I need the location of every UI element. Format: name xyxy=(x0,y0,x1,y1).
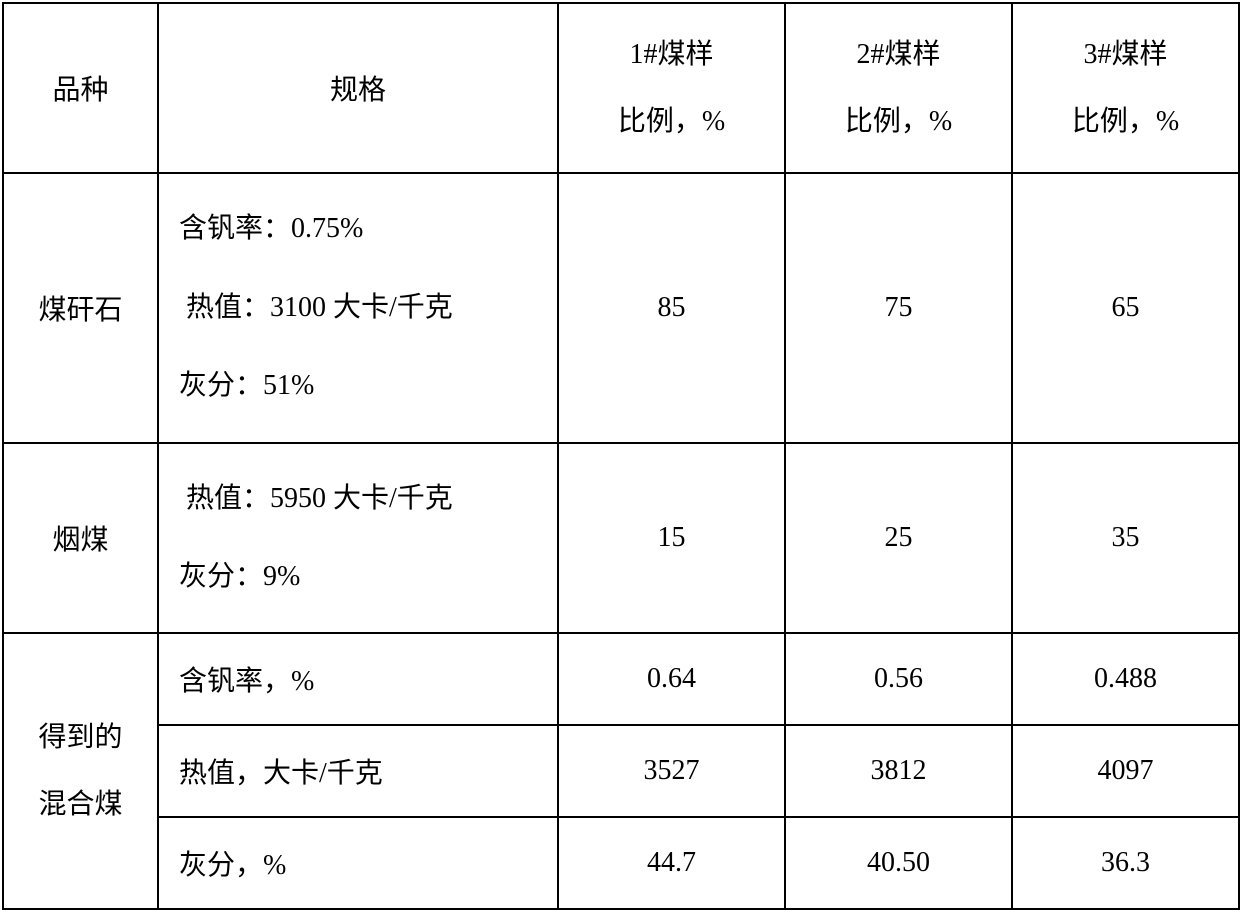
result-vanadium-label: 含钒率，% xyxy=(158,633,558,725)
bituminous-sample1: 15 xyxy=(558,443,785,633)
header-spec: 规格 xyxy=(158,3,558,173)
header-sample1: 1#煤样 比例，% xyxy=(558,3,785,173)
result-calorific-label: 热值，大卡/千克 xyxy=(158,725,558,817)
row-bituminous: 烟煤 热值：5950 大卡/千克 灰分：9% 15 25 35 xyxy=(3,443,1239,633)
bituminous-sample2: 25 xyxy=(785,443,1012,633)
bituminous-variety: 烟煤 xyxy=(3,443,158,633)
table-header-row: 品种 规格 1#煤样 比例，% 2#煤样 比例，% 3#煤样 比例，% xyxy=(3,3,1239,173)
result-vanadium-sample2: 0.56 xyxy=(785,633,1012,725)
bituminous-spec-ash: 灰分：9% xyxy=(179,538,557,616)
row-result-ash: 灰分，% 44.7 40.50 36.3 xyxy=(3,817,1239,909)
result-ash-sample2: 40.50 xyxy=(785,817,1012,909)
gangue-sample1: 85 xyxy=(558,173,785,443)
result-variety-line2: 混合煤 xyxy=(4,771,157,838)
header-variety: 品种 xyxy=(3,3,158,173)
gangue-spec-calorific: 热值：3100 大卡/千克 xyxy=(179,269,557,347)
result-calorific-sample2: 3812 xyxy=(785,725,1012,817)
result-ash-label: 灰分，% xyxy=(158,817,558,909)
header-sample2-line1: 2#煤样 xyxy=(786,21,1011,88)
header-sample3: 3#煤样 比例，% xyxy=(1012,3,1239,173)
header-sample1-line2: 比例，% xyxy=(559,88,784,155)
header-sample2-line2: 比例，% xyxy=(786,88,1011,155)
result-variety-line1: 得到的 xyxy=(4,704,157,771)
gangue-variety: 煤矸石 xyxy=(3,173,158,443)
result-variety: 得到的 混合煤 xyxy=(3,633,158,909)
gangue-sample3: 65 xyxy=(1012,173,1239,443)
header-sample2: 2#煤样 比例，% xyxy=(785,3,1012,173)
bituminous-spec-calorific: 热值：5950 大卡/千克 xyxy=(179,460,557,538)
gangue-sample2: 75 xyxy=(785,173,1012,443)
result-calorific-sample1: 3527 xyxy=(558,725,785,817)
bituminous-sample3: 35 xyxy=(1012,443,1239,633)
row-gangue: 煤矸石 含钒率：0.75% 热值：3100 大卡/千克 灰分：51% 85 75… xyxy=(3,173,1239,443)
gangue-spec: 含钒率：0.75% 热值：3100 大卡/千克 灰分：51% xyxy=(158,173,558,443)
bituminous-spec: 热值：5950 大卡/千克 灰分：9% xyxy=(158,443,558,633)
header-sample3-line1: 3#煤样 xyxy=(1013,21,1238,88)
result-vanadium-sample1: 0.64 xyxy=(558,633,785,725)
gangue-spec-vanadium: 含钒率：0.75% xyxy=(179,190,557,268)
coal-mixture-table: 品种 规格 1#煤样 比例，% 2#煤样 比例，% 3#煤样 比例，% 煤矸石 … xyxy=(2,2,1240,910)
result-ash-sample1: 44.7 xyxy=(558,817,785,909)
result-ash-sample3: 36.3 xyxy=(1012,817,1239,909)
result-vanadium-sample3: 0.488 xyxy=(1012,633,1239,725)
row-result-vanadium: 得到的 混合煤 含钒率，% 0.64 0.56 0.488 xyxy=(3,633,1239,725)
header-sample3-line2: 比例，% xyxy=(1013,88,1238,155)
row-result-calorific: 热值，大卡/千克 3527 3812 4097 xyxy=(3,725,1239,817)
result-calorific-sample3: 4097 xyxy=(1012,725,1239,817)
gangue-spec-ash: 灰分：51% xyxy=(179,347,557,425)
header-sample1-line1: 1#煤样 xyxy=(559,21,784,88)
